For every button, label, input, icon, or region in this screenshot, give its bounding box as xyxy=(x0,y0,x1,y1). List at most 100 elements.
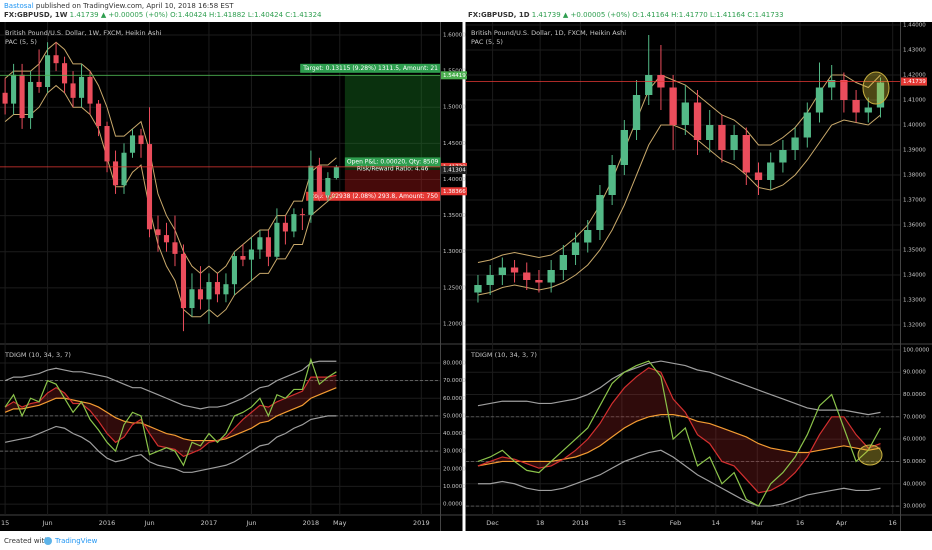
candle-body xyxy=(95,103,102,127)
candle-body xyxy=(121,152,127,186)
candle-body xyxy=(172,242,178,254)
label-box xyxy=(306,191,441,201)
published: published on TradingView.com, April 10, … xyxy=(36,2,234,10)
y-tick-label: 1.45000 xyxy=(443,141,466,147)
candle-body xyxy=(146,144,153,230)
y-tick-label: 1.38000 xyxy=(903,173,926,179)
quote: 1.41739 ▲ +0.00005 (+0%) xyxy=(532,11,631,19)
candle-body xyxy=(474,285,482,293)
header-line: Bastosal published on TradingView.com, A… xyxy=(4,2,234,10)
x-tick-label: Jun xyxy=(41,519,52,527)
pac-band xyxy=(4,84,337,318)
candle-body xyxy=(535,280,543,283)
candle-body xyxy=(608,165,616,195)
y-tick-label: 1.35000 xyxy=(903,248,926,254)
stop-zone xyxy=(344,169,440,192)
y-tick-label: 100.0000 xyxy=(903,347,930,353)
candle-body xyxy=(87,76,93,104)
candle-body xyxy=(669,87,677,125)
candle-body xyxy=(248,249,254,260)
y-tick-label: 1.25000 xyxy=(443,285,466,291)
x-tick-label: 2017 xyxy=(201,519,218,527)
candle-body xyxy=(864,107,872,113)
label-box xyxy=(300,63,441,73)
candle-body xyxy=(240,256,246,260)
candle-body xyxy=(274,222,280,257)
y-tick-label: 1.40000 xyxy=(903,123,926,129)
candle-body xyxy=(840,80,848,100)
quote: 1.41739 ▲ +0.00005 (+0%) xyxy=(70,11,169,19)
x-tick-label: Dec xyxy=(486,519,499,527)
logo xyxy=(44,537,52,545)
candle-body xyxy=(299,214,305,216)
candle-body xyxy=(231,256,237,285)
candle-body xyxy=(180,253,187,309)
indicator-title: TDIGM (10, 34, 3, 7) xyxy=(470,351,537,359)
candle-body xyxy=(815,87,824,113)
position-label: Target: 0.13115 (9.28%) 1311.5, Amount: … xyxy=(302,65,438,72)
chart-title: British Pound/U.S. Dollar, 1D, FXCM, Hei… xyxy=(471,29,626,37)
candle-body xyxy=(523,272,531,280)
y-tick-label: 1.32000 xyxy=(903,323,926,329)
x-tick-label: 2019 xyxy=(413,519,430,527)
x-tick-label: 16 xyxy=(796,519,804,527)
candle-body xyxy=(282,222,288,232)
y-tick-label: 1.34000 xyxy=(903,273,926,279)
price-label-box xyxy=(441,71,467,80)
candle-body xyxy=(223,284,229,295)
candle-body xyxy=(78,76,85,98)
indicator-line xyxy=(477,360,882,507)
y-tick-label: 1.60000 xyxy=(443,33,466,39)
position-label: Risk/Reward Ratio: 4.46 xyxy=(357,165,429,172)
y-tick-label: 50.0000 xyxy=(903,459,926,465)
candle-body xyxy=(779,150,787,163)
x-tick-label: 15 xyxy=(618,519,626,527)
candle-body xyxy=(129,135,136,153)
pac-band xyxy=(477,114,881,296)
indicator-line xyxy=(4,360,337,410)
candle-body xyxy=(730,135,738,150)
y-tick-label: 30.0000 xyxy=(443,449,466,455)
x-tick-label: Jun xyxy=(143,519,154,527)
signal-fill xyxy=(477,367,881,493)
candle-body xyxy=(308,165,314,215)
candle-body xyxy=(333,167,339,179)
label-box xyxy=(344,157,441,167)
candle-body xyxy=(70,83,76,98)
candle-body xyxy=(325,178,331,196)
candle-body xyxy=(316,165,322,196)
y-tick-label: 1.35000 xyxy=(443,213,466,219)
y-tick-label: 0.0000 xyxy=(443,502,463,508)
position-label: Open P&L: 0.00020, Qty: 8509 xyxy=(347,158,439,165)
y-tick-label: 70.0000 xyxy=(443,378,466,384)
candle-body xyxy=(189,289,195,309)
symbol-line: FX:GBPUSD, 1D 1.41739 ▲ +0.00005 (+0%) O… xyxy=(468,11,784,19)
y-tick-label: 1.40000 xyxy=(443,177,466,183)
y-tick-label: 80.0000 xyxy=(443,360,466,366)
indicator-line xyxy=(477,360,881,416)
candle-body xyxy=(11,74,17,104)
y-tick-label: 90.0000 xyxy=(903,370,926,376)
footer-brand[interactable]: TradingView xyxy=(54,537,98,545)
candle-body xyxy=(163,235,170,243)
pac-band xyxy=(4,41,337,275)
y-tick-label: 30.0000 xyxy=(903,504,926,510)
y-tick-label: 1.50000 xyxy=(443,105,466,111)
candle-body xyxy=(155,229,161,236)
candle-body xyxy=(265,237,271,257)
candle-body xyxy=(62,63,68,84)
y-tick-label: 1.30000 xyxy=(443,249,466,255)
candle-body xyxy=(45,55,51,88)
chart-title: British Pound/U.S. Dollar, 1W, FXCM, Hei… xyxy=(5,29,162,37)
candle-body xyxy=(742,135,750,173)
candle-body xyxy=(828,80,836,88)
y-tick-label: 80.0000 xyxy=(903,392,926,398)
publisher[interactable]: Bastosal xyxy=(4,2,34,10)
x-tick-label: Jun xyxy=(245,519,256,527)
y-tick-label: 20.0000 xyxy=(443,466,466,472)
candle-body xyxy=(681,102,689,125)
price-label-box xyxy=(901,77,927,86)
candle-body xyxy=(28,81,34,119)
indicator-line xyxy=(4,357,337,467)
